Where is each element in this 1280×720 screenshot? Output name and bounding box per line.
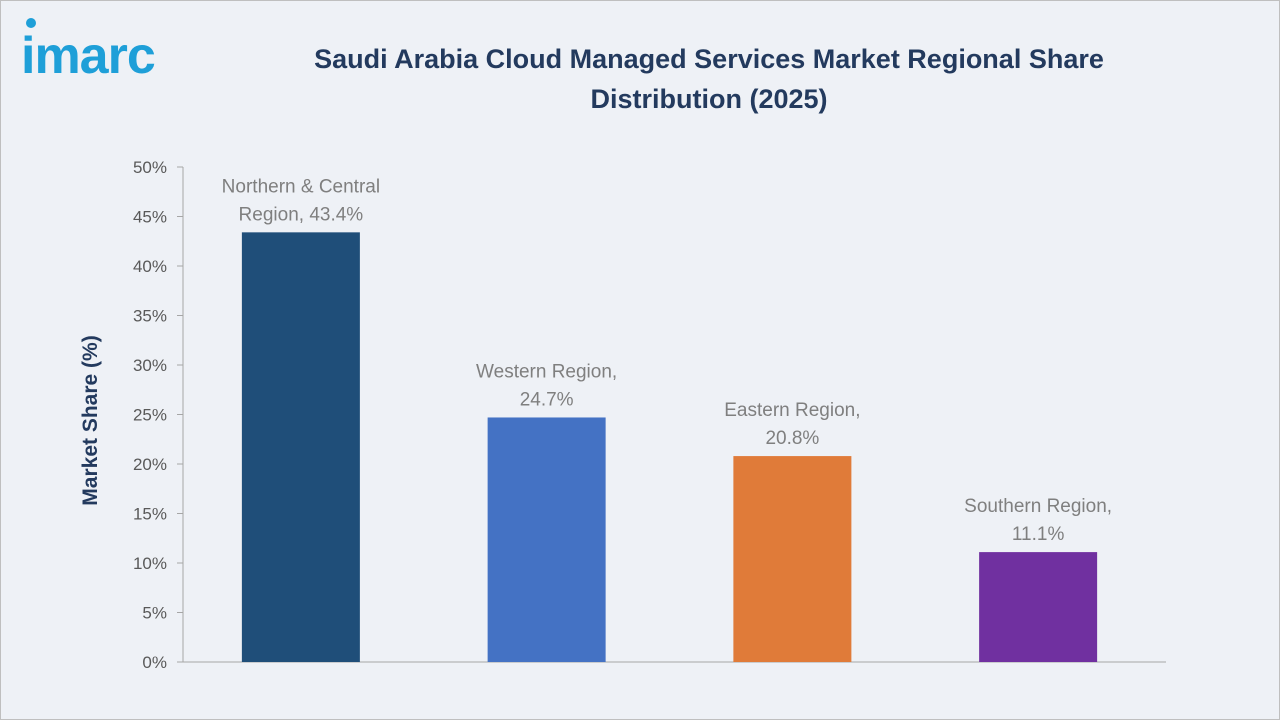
bar-data-label: 11.1% bbox=[1012, 524, 1065, 545]
bar-data-label: Eastern Region, bbox=[724, 400, 860, 421]
y-tick-label: 45% bbox=[133, 208, 167, 227]
y-axis-title: Market Share (%) bbox=[79, 335, 102, 505]
bar-data-label: Northern & Central bbox=[222, 176, 380, 197]
y-tick-label: 20% bbox=[133, 455, 167, 474]
y-tick-label: 0% bbox=[142, 653, 167, 672]
bar-data-label: 24.7% bbox=[520, 389, 574, 410]
bar bbox=[487, 417, 606, 662]
chart-title: Saudi Arabia Cloud Managed Services Mark… bbox=[314, 44, 1104, 114]
bar bbox=[733, 456, 852, 662]
y-tick-label: 35% bbox=[133, 307, 167, 326]
imarc-logo: imarc bbox=[21, 18, 156, 85]
logo-dot bbox=[26, 18, 36, 28]
y-tick-label: 15% bbox=[133, 505, 167, 524]
bar-data-label: Region, 43.4% bbox=[239, 204, 364, 225]
bar bbox=[241, 232, 360, 662]
logo-text: imarc bbox=[21, 27, 155, 85]
bar-data-label: Western Region, bbox=[476, 361, 617, 382]
y-tick-label: 40% bbox=[133, 257, 167, 276]
y-tick-label: 25% bbox=[133, 406, 167, 425]
y-tick-label: 30% bbox=[133, 356, 167, 375]
bar-data-label: 20.8% bbox=[765, 428, 819, 449]
y-tick-label: 5% bbox=[142, 604, 167, 623]
bar-data-label: Southern Region, bbox=[964, 496, 1112, 517]
y-tick-label: 50% bbox=[133, 158, 167, 177]
y-tick-label: 10% bbox=[133, 554, 167, 573]
bar bbox=[979, 552, 1098, 662]
